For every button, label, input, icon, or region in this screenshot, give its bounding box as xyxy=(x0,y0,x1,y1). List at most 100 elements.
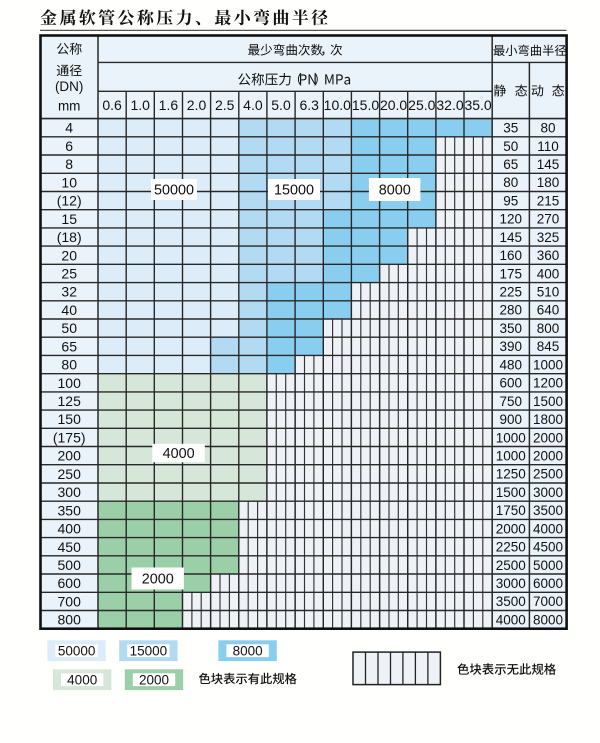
svg-text:175: 175 xyxy=(500,266,523,281)
svg-text:2500: 2500 xyxy=(533,467,563,482)
svg-text:145: 145 xyxy=(537,157,560,172)
svg-text:390: 390 xyxy=(500,339,523,354)
svg-text:35: 35 xyxy=(503,121,518,136)
svg-text:225: 225 xyxy=(500,285,523,300)
svg-text:1.6: 1.6 xyxy=(159,97,179,113)
svg-text:4000: 4000 xyxy=(533,521,563,536)
svg-text:450: 450 xyxy=(58,539,82,555)
svg-text:mm: mm xyxy=(58,99,81,114)
svg-text:80: 80 xyxy=(503,175,518,190)
svg-text:1000: 1000 xyxy=(496,449,526,464)
svg-text:480: 480 xyxy=(500,357,523,372)
svg-text:800: 800 xyxy=(537,321,560,336)
svg-text:150: 150 xyxy=(58,411,82,427)
svg-text:80: 80 xyxy=(540,121,555,136)
svg-text:10.0: 10.0 xyxy=(324,97,351,113)
svg-text:800: 800 xyxy=(58,612,82,628)
svg-text:250: 250 xyxy=(58,466,82,482)
svg-text:4: 4 xyxy=(65,120,73,136)
svg-text:25.0: 25.0 xyxy=(408,97,435,113)
svg-text:3000: 3000 xyxy=(496,576,526,591)
svg-text:600: 600 xyxy=(500,376,523,391)
svg-text:6.3: 6.3 xyxy=(299,97,319,113)
svg-text:6: 6 xyxy=(65,138,73,154)
svg-text:640: 640 xyxy=(537,303,560,318)
svg-text:350: 350 xyxy=(58,502,82,518)
svg-text:510: 510 xyxy=(537,285,560,300)
svg-text:50: 50 xyxy=(503,139,518,154)
svg-text:110: 110 xyxy=(537,139,559,154)
svg-text:160: 160 xyxy=(500,248,523,263)
svg-text:270: 270 xyxy=(537,212,560,227)
svg-text:2000: 2000 xyxy=(533,449,563,464)
svg-text:(DN): (DN) xyxy=(55,79,84,94)
svg-text:50000: 50000 xyxy=(154,183,194,199)
svg-text:65: 65 xyxy=(503,157,518,172)
svg-text:10: 10 xyxy=(61,174,77,190)
svg-text:750: 750 xyxy=(500,394,523,409)
svg-text:3500: 3500 xyxy=(496,594,526,609)
svg-text:180: 180 xyxy=(537,175,560,190)
svg-text:0.6: 0.6 xyxy=(102,97,122,113)
svg-text:2000: 2000 xyxy=(496,521,526,536)
svg-text:4000: 4000 xyxy=(496,613,526,628)
svg-text:(18): (18) xyxy=(57,229,82,245)
svg-text:8: 8 xyxy=(65,156,73,172)
svg-text:400: 400 xyxy=(58,521,82,537)
svg-text:4000: 4000 xyxy=(67,673,97,688)
svg-text:700: 700 xyxy=(58,593,82,609)
svg-text:125: 125 xyxy=(58,393,82,409)
svg-text:2000: 2000 xyxy=(533,430,563,445)
svg-text:145: 145 xyxy=(500,230,523,245)
svg-text:900: 900 xyxy=(500,412,523,427)
svg-text:8000: 8000 xyxy=(233,644,263,659)
svg-text:1800: 1800 xyxy=(533,412,563,427)
svg-text:2000: 2000 xyxy=(142,572,174,588)
svg-text:1000: 1000 xyxy=(533,357,563,372)
svg-text:25: 25 xyxy=(61,266,77,282)
svg-text:4000: 4000 xyxy=(163,446,195,462)
svg-text:15000: 15000 xyxy=(274,183,314,199)
svg-text:1250: 1250 xyxy=(496,467,526,482)
svg-text:80: 80 xyxy=(61,357,77,373)
svg-text:32.0: 32.0 xyxy=(436,97,463,113)
svg-text:65: 65 xyxy=(61,338,77,354)
svg-text:200: 200 xyxy=(58,448,82,464)
svg-text:2000: 2000 xyxy=(139,673,169,688)
svg-text:5.0: 5.0 xyxy=(271,97,291,113)
svg-text:95: 95 xyxy=(503,193,518,208)
svg-text:3000: 3000 xyxy=(533,485,563,500)
svg-text:845: 845 xyxy=(537,339,560,354)
svg-text:50000: 50000 xyxy=(58,644,96,659)
svg-text:1000: 1000 xyxy=(496,430,526,445)
svg-text:15000: 15000 xyxy=(130,644,168,659)
svg-text:8000: 8000 xyxy=(379,183,411,199)
svg-text:600: 600 xyxy=(58,575,82,591)
svg-text:350: 350 xyxy=(500,321,523,336)
svg-text:50: 50 xyxy=(61,320,77,336)
svg-text:5000: 5000 xyxy=(533,558,563,573)
svg-text:7000: 7000 xyxy=(533,594,563,609)
svg-text:15.0: 15.0 xyxy=(352,97,379,113)
svg-text:(12): (12) xyxy=(57,193,82,209)
svg-text:2.5: 2.5 xyxy=(215,97,235,113)
svg-text:500: 500 xyxy=(58,557,82,573)
svg-text:1200: 1200 xyxy=(533,376,563,391)
svg-text:2.0: 2.0 xyxy=(187,97,207,113)
svg-text:20.0: 20.0 xyxy=(380,97,407,113)
svg-text:32: 32 xyxy=(61,284,77,300)
svg-text:40: 40 xyxy=(61,302,77,318)
svg-text:35.0: 35.0 xyxy=(464,97,491,113)
svg-text:8000: 8000 xyxy=(533,613,563,628)
svg-text:4.0: 4.0 xyxy=(243,97,263,113)
svg-text:2250: 2250 xyxy=(496,540,526,555)
svg-text:1.0: 1.0 xyxy=(130,97,150,113)
svg-text:20: 20 xyxy=(61,247,77,263)
svg-text:325: 325 xyxy=(537,230,560,245)
svg-text:280: 280 xyxy=(500,303,523,318)
svg-text:1750: 1750 xyxy=(496,503,526,518)
svg-text:360: 360 xyxy=(537,248,560,263)
svg-text:100: 100 xyxy=(58,375,82,391)
svg-text:2500: 2500 xyxy=(496,558,526,573)
svg-text:120: 120 xyxy=(500,212,523,227)
